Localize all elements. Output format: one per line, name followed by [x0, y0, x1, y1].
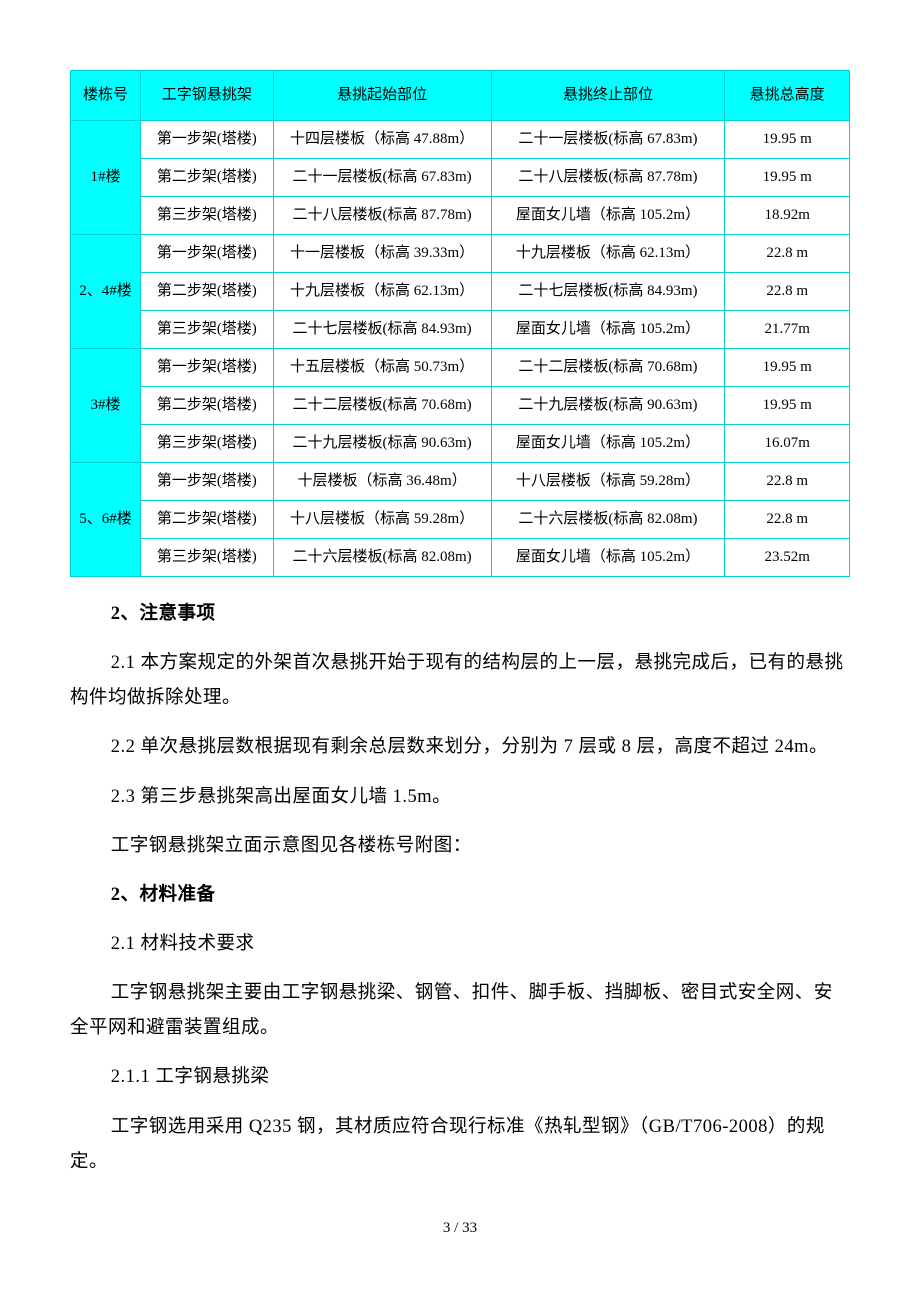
- cell-height: 19.95 m: [725, 159, 850, 197]
- cell-start: 十八层楼板（标高 59.28m）: [273, 501, 491, 539]
- cell-end: 屋面女儿墙（标高 105.2m）: [491, 539, 725, 577]
- cell-frame: 第二步架(塔楼): [141, 501, 273, 539]
- table-row: 第二步架(塔楼)二十一层楼板(标高 67.83m)二十八层楼板(标高 87.78…: [71, 159, 850, 197]
- cell-end: 屋面女儿墙（标高 105.2m）: [491, 311, 725, 349]
- cell-height: 18.92m: [725, 197, 850, 235]
- cell-height: 21.77m: [725, 311, 850, 349]
- cell-end: 十八层楼板（标高 59.28m）: [491, 463, 725, 501]
- table-row: 1#楼第一步架(塔楼)十四层楼板（标高 47.88m）二十一层楼板(标高 67.…: [71, 121, 850, 159]
- cell-frame: 第一步架(塔楼): [141, 235, 273, 273]
- cell-frame: 第二步架(塔楼): [141, 273, 273, 311]
- paragraph: 2.1 本方案规定的外架首次悬挑开始于现有的结构层的上一层，悬挑完成后，已有的悬…: [70, 646, 850, 716]
- cell-height: 22.8 m: [725, 273, 850, 311]
- cell-building: 5、6#楼: [71, 463, 141, 577]
- cell-start: 二十八层楼板(标高 87.78m): [273, 197, 491, 235]
- cell-start: 十一层楼板（标高 39.33m）: [273, 235, 491, 273]
- cell-frame: 第三步架(塔楼): [141, 197, 273, 235]
- paragraph: 2、注意事项: [70, 597, 850, 632]
- table-header-row: 楼栋号 工字钢悬挑架 悬挑起始部位 悬挑终止部位 悬挑总高度: [71, 71, 850, 121]
- col-building: 楼栋号: [71, 71, 141, 121]
- cell-start: 二十九层楼板(标高 90.63m): [273, 425, 491, 463]
- col-height: 悬挑总高度: [725, 71, 850, 121]
- paragraph: 2.1.1 工字钢悬挑梁: [70, 1060, 850, 1095]
- cell-frame: 第一步架(塔楼): [141, 349, 273, 387]
- cell-building: 3#楼: [71, 349, 141, 463]
- paragraph: 工字钢选用采用 Q235 钢，其材质应符合现行标准《热轧型钢》（GB/T706-…: [70, 1110, 850, 1180]
- table-row: 第二步架(塔楼)十八层楼板（标高 59.28m）二十六层楼板(标高 82.08m…: [71, 501, 850, 539]
- cell-frame: 第一步架(塔楼): [141, 121, 273, 159]
- cell-height: 19.95 m: [725, 349, 850, 387]
- cell-end: 二十六层楼板(标高 82.08m): [491, 501, 725, 539]
- cell-height: 22.8 m: [725, 463, 850, 501]
- cell-start: 十五层楼板（标高 50.73m）: [273, 349, 491, 387]
- cell-end: 十九层楼板（标高 62.13m）: [491, 235, 725, 273]
- cell-end: 二十九层楼板(标高 90.63m): [491, 387, 725, 425]
- paragraph: 工字钢悬挑架主要由工字钢悬挑梁、钢管、扣件、脚手板、挡脚板、密目式安全网、安全平…: [70, 976, 850, 1046]
- cell-start: 二十一层楼板(标高 67.83m): [273, 159, 491, 197]
- cantilever-table: 楼栋号 工字钢悬挑架 悬挑起始部位 悬挑终止部位 悬挑总高度 1#楼第一步架(塔…: [70, 70, 850, 577]
- paragraph: 2.3 第三步悬挑架高出屋面女儿墙 1.5m。: [70, 780, 850, 815]
- cell-end: 二十八层楼板(标高 87.78m): [491, 159, 725, 197]
- table-row: 第三步架(塔楼)二十八层楼板(标高 87.78m)屋面女儿墙（标高 105.2m…: [71, 197, 850, 235]
- paragraph: 工字钢悬挑架立面示意图见各楼栋号附图：: [70, 829, 850, 864]
- cell-height: 22.8 m: [725, 235, 850, 273]
- paragraph: 2.2 单次悬挑层数根据现有剩余总层数来划分，分别为 7 层或 8 层，高度不超…: [70, 730, 850, 765]
- cell-start: 二十二层楼板(标高 70.68m): [273, 387, 491, 425]
- cell-end: 屋面女儿墙（标高 105.2m）: [491, 197, 725, 235]
- cell-frame: 第三步架(塔楼): [141, 311, 273, 349]
- table-row: 第三步架(塔楼)二十六层楼板(标高 82.08m)屋面女儿墙（标高 105.2m…: [71, 539, 850, 577]
- table-row: 3#楼第一步架(塔楼)十五层楼板（标高 50.73m）二十二层楼板(标高 70.…: [71, 349, 850, 387]
- col-frame: 工字钢悬挑架: [141, 71, 273, 121]
- cell-building: 2、4#楼: [71, 235, 141, 349]
- table-row: 第三步架(塔楼)二十九层楼板(标高 90.63m)屋面女儿墙（标高 105.2m…: [71, 425, 850, 463]
- paragraph: 2.1 材料技术要求: [70, 927, 850, 962]
- cell-height: 19.95 m: [725, 121, 850, 159]
- table-row: 第二步架(塔楼)二十二层楼板(标高 70.68m)二十九层楼板(标高 90.63…: [71, 387, 850, 425]
- cell-start: 二十七层楼板(标高 84.93m): [273, 311, 491, 349]
- cell-height: 23.52m: [725, 539, 850, 577]
- table-row: 第三步架(塔楼)二十七层楼板(标高 84.93m)屋面女儿墙（标高 105.2m…: [71, 311, 850, 349]
- cell-start: 十九层楼板（标高 62.13m）: [273, 273, 491, 311]
- cell-height: 19.95 m: [725, 387, 850, 425]
- table-row: 第二步架(塔楼)十九层楼板（标高 62.13m）二十七层楼板(标高 84.93m…: [71, 273, 850, 311]
- table-row: 2、4#楼第一步架(塔楼)十一层楼板（标高 39.33m）十九层楼板（标高 62…: [71, 235, 850, 273]
- cell-frame: 第三步架(塔楼): [141, 425, 273, 463]
- body-text: 2、注意事项 2.1 本方案规定的外架首次悬挑开始于现有的结构层的上一层，悬挑完成…: [70, 597, 850, 1180]
- table-row: 5、6#楼第一步架(塔楼)十层楼板（标高 36.48m）十八层楼板（标高 59.…: [71, 463, 850, 501]
- cell-frame: 第一步架(塔楼): [141, 463, 273, 501]
- cell-end: 二十七层楼板(标高 84.93m): [491, 273, 725, 311]
- col-start: 悬挑起始部位: [273, 71, 491, 121]
- page-footer: 3 / 33: [70, 1220, 850, 1237]
- cell-start: 十层楼板（标高 36.48m）: [273, 463, 491, 501]
- cell-end: 二十二层楼板(标高 70.68m): [491, 349, 725, 387]
- cell-start: 十四层楼板（标高 47.88m）: [273, 121, 491, 159]
- paragraph: 2、材料准备: [70, 878, 850, 913]
- cell-end: 二十一层楼板(标高 67.83m): [491, 121, 725, 159]
- cell-frame: 第二步架(塔楼): [141, 387, 273, 425]
- cell-height: 16.07m: [725, 425, 850, 463]
- cell-end: 屋面女儿墙（标高 105.2m）: [491, 425, 725, 463]
- cell-start: 二十六层楼板(标高 82.08m): [273, 539, 491, 577]
- cell-frame: 第三步架(塔楼): [141, 539, 273, 577]
- cell-building: 1#楼: [71, 121, 141, 235]
- cell-height: 22.8 m: [725, 501, 850, 539]
- cell-frame: 第二步架(塔楼): [141, 159, 273, 197]
- col-end: 悬挑终止部位: [491, 71, 725, 121]
